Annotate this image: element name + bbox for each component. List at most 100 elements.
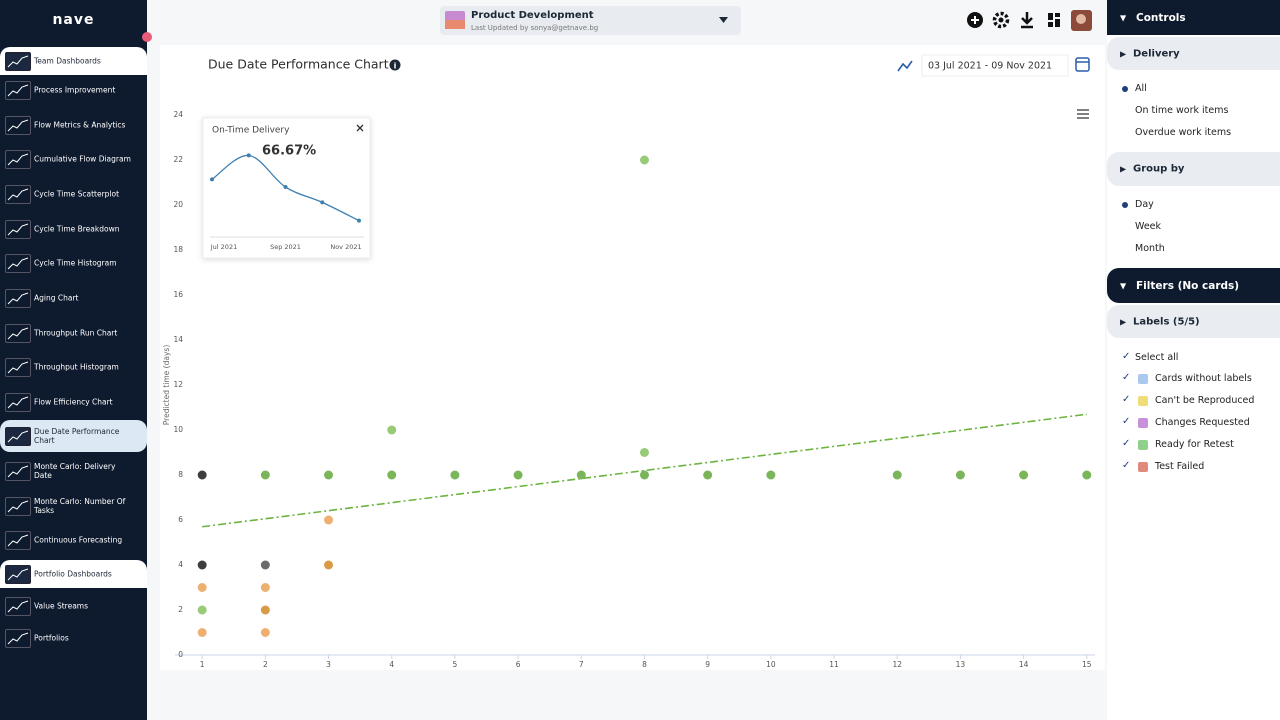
nav-icon-line [7, 327, 29, 340]
nav-icon-graphic [7, 153, 29, 166]
section-title: Controls [1136, 11, 1186, 24]
nav-icon-graphic [7, 534, 29, 547]
chart-menu[interactable] [1077, 109, 1089, 119]
nav-label: Process Improvement [34, 85, 116, 95]
mini-x-label: Jul 2021 [210, 243, 237, 251]
nav-icon-graphic [7, 188, 29, 201]
x-tick-label: 6 [516, 660, 521, 669]
nav-icon-graphic [7, 361, 29, 374]
logo[interactable]: nave [52, 12, 95, 28]
section-header[interactable]: ▼ Filters (No cards) [1107, 268, 1280, 303]
data-point [197, 470, 207, 480]
nav-item[interactable]: Process Improvement [0, 74, 147, 106]
nav-item[interactable]: Throughput Run Chart [0, 317, 147, 349]
nav-item[interactable]: Flow Efficiency Chart [0, 386, 147, 418]
nav-icon [5, 150, 31, 169]
nav-item[interactable]: Cycle Time Scatterplot [0, 178, 147, 210]
nav-icon-graphic [7, 327, 29, 340]
nav-item[interactable]: Cycle Time Histogram [0, 247, 147, 279]
section-tab[interactable]: Team Dashboards [0, 47, 147, 75]
subsection-header[interactable]: ▶ Delivery [1107, 37, 1280, 70]
date-range-box[interactable] [921, 54, 1069, 77]
data-point [324, 560, 334, 570]
nav-item[interactable]: Throughput Histogram [0, 351, 147, 383]
radio[interactable] [1122, 108, 1128, 114]
last-updated: Last Updated by sonya@getnave.bg [471, 24, 598, 32]
nav-label: Portfolios [34, 633, 69, 643]
y-axis-label: Predicted time (days) [162, 345, 171, 426]
x-tick-label: 9 [705, 660, 710, 669]
nav-item[interactable]: Continuous Forecasting [0, 524, 147, 556]
nav-item[interactable]: Flow Metrics & Analytics [0, 109, 147, 141]
data-point [260, 583, 270, 592]
data-point [1082, 470, 1092, 480]
nav-icon-graphic [7, 292, 29, 305]
nav-icon [5, 597, 31, 616]
checkbox-label: Select all [1135, 352, 1179, 363]
calendar-button[interactable] [1075, 57, 1090, 72]
radio[interactable] [1122, 246, 1128, 252]
nav-item[interactable]: Cycle Time Breakdown [0, 213, 147, 245]
nav-icon [5, 289, 31, 308]
radio-label: Day [1135, 199, 1154, 210]
radio-label: On time work items [1135, 105, 1229, 116]
nav-item[interactable]: Cumulative Flow Diagram [0, 143, 147, 175]
nav-icon [5, 358, 31, 377]
section-title: Filters (No cards) [1136, 279, 1240, 292]
nav-label: Cycle Time Scatterplot [34, 189, 120, 199]
section-tab[interactable]: Portfolio Dashboards [0, 560, 147, 588]
label-swatch [1138, 440, 1148, 450]
data-point [324, 470, 334, 480]
nav-item[interactable]: Portfolios [0, 622, 147, 654]
mini-x-label: Sep 2021 [270, 243, 301, 251]
x-tick-label: 15 [1082, 660, 1092, 669]
data-point [260, 628, 270, 637]
nav-icon-graphic [7, 119, 29, 132]
radio[interactable] [1122, 130, 1128, 136]
nav-item[interactable]: Aging Chart [0, 282, 147, 314]
checkbox-label: Test Failed [1155, 461, 1205, 472]
data-point [639, 470, 649, 480]
data-point [450, 470, 460, 480]
subsection-header[interactable]: ▶ Group by [1107, 152, 1280, 186]
nav-icon-graphic [7, 430, 29, 443]
y-tick-label: 2 [178, 605, 183, 614]
section-header[interactable]: ▼ Controls [1107, 0, 1280, 35]
x-tick-label: 2 [263, 660, 268, 669]
data-point [639, 448, 649, 457]
nav-item[interactable]: Monte Carlo: Number Of Tasks [0, 490, 147, 522]
nav-icon-graphic [7, 257, 29, 270]
label-swatch [1138, 374, 1148, 384]
nav-icon-line [7, 632, 29, 645]
checkbox: ✓ [1122, 460, 1131, 471]
nav-icon [5, 565, 31, 584]
label-swatch [1138, 418, 1148, 428]
trend-toggle[interactable] [897, 60, 913, 72]
x-tick-label: 5 [453, 660, 458, 669]
board-selector[interactable] [440, 6, 741, 35]
mini-point [210, 177, 214, 182]
checkbox-label: Cards without labels [1155, 373, 1252, 384]
radio[interactable] [1122, 86, 1128, 92]
layout-button[interactable] [1048, 13, 1060, 27]
tooltip-value: 66.67% [262, 144, 316, 159]
avatar-face [1076, 14, 1086, 24]
dropdown-caret[interactable] [719, 17, 728, 23]
nav-item[interactable]: Due Date Performance Chart [0, 420, 147, 452]
settings-button[interactable] [992, 11, 1010, 29]
tooltip-close[interactable] [356, 124, 364, 132]
subsection-header[interactable]: ▶ Labels (5/5) [1107, 305, 1280, 338]
radio-label: All [1135, 83, 1147, 94]
y-tick-label: 14 [173, 335, 183, 344]
nav-item[interactable]: Monte Carlo: Delivery Date [0, 455, 147, 487]
checkbox: ✓ [1122, 394, 1131, 405]
nav-item[interactable]: Value Streams [0, 590, 147, 622]
nav-label: Flow Metrics & Analytics [34, 120, 126, 130]
info-icon[interactable] [389, 59, 401, 71]
radio[interactable] [1122, 224, 1128, 230]
nav-label: Value Streams [34, 601, 89, 611]
radio[interactable] [1122, 202, 1128, 208]
download-button[interactable] [1021, 12, 1033, 29]
data-point [513, 470, 523, 480]
